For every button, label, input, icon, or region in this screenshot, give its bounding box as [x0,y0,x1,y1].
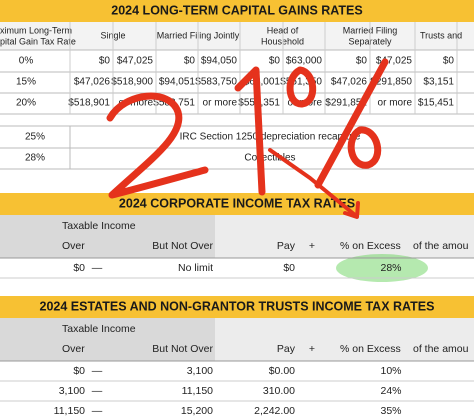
cell-text: $518,900 [111,77,153,88]
cell-text: $47,025 [376,56,413,67]
cell-text: — [92,262,103,274]
cell-text: $551,350 [280,77,322,88]
description: Collectibles [244,153,295,164]
cell-text: $47,026 [331,77,368,88]
cell-text: 3,100 [59,385,85,397]
column-header: pital Gain Tax Rate [0,36,76,46]
cell-text: $63,000 [286,56,323,67]
cell-text: $291,851 [325,98,367,109]
handwritten-two [106,92,209,199]
column-header: of the amou [413,343,469,355]
column-header: ximum Long-Term [0,25,72,35]
handwritten-percent [347,126,382,169]
rate: 10% [380,365,401,377]
content: 2024 LONG-TERM CAPITAL GAINS RATES ximum … [0,3,474,416]
cell-text: — [92,365,103,377]
section-title: 2024 CORPORATE INCOME TAX RATES [119,196,355,210]
arrow [343,201,360,219]
rate: 28% [380,262,401,274]
section-title: 2024 LONG-TERM CAPITAL GAINS RATES [111,3,362,17]
cell-text: — [92,385,103,397]
column-header: + [309,343,315,355]
handwritten-percent [314,58,389,189]
layout [0,0,474,361]
column-header: But Not Over [152,240,213,252]
cell-text: $0.00 [269,365,295,377]
cell-text: or more [119,98,154,109]
title-bar [0,193,474,215]
column-header: Pay [277,343,296,355]
cell-text: $0 [356,56,368,67]
rate: 35% [380,405,401,416]
cell-text: $94,051 [159,77,196,88]
cell-text: $0 [443,56,455,67]
header-block [0,215,215,258]
handwritten-one [234,66,266,196]
group-header: Taxable Income [62,323,136,335]
cell-text: 11,150 [182,385,213,397]
cell-text: $63,001 [244,77,281,88]
cell-text: $0 [184,56,196,67]
header-row [0,22,474,50]
header-block [0,318,215,361]
description: IRC Section 1250 depreciation recapture [180,132,361,143]
cell-text: 11,150 [54,405,85,416]
cell-text: $583,750 [195,77,237,88]
column-header: But Not Over [152,343,213,355]
cell-text: $47,026 [74,77,111,88]
cell-text: or more [378,98,413,109]
rate: 25% [25,132,45,143]
column-header: + [309,240,315,252]
rate: 0% [19,56,34,67]
title-bar [0,0,474,22]
column-header: Pay [277,240,296,252]
cell-text: No limit [178,262,213,274]
title-bar [0,296,474,318]
cell-text: or more [203,98,238,109]
arrow [268,148,357,217]
handwriting [106,58,389,219]
rate: 20% [16,98,36,109]
rate: 24% [380,385,401,397]
cell-text: 3,100 [187,365,213,377]
column-header: of the amou [413,240,469,252]
section-title: 2024 ESTATES AND NON-GRANTOR TRUSTS INCO… [40,299,435,313]
rate: 28% [25,153,45,164]
cell-text: $94,050 [201,56,238,67]
handwritten-percent [286,66,317,108]
cell-text: $518,901 [68,98,110,109]
cell-text: $15,451 [418,98,455,109]
cell-text: 2,242.00 [254,405,295,416]
highlight [336,254,428,282]
cell-text: 310.00 [263,385,295,397]
cell-text: $291,850 [370,77,412,88]
rate: 15% [16,77,36,88]
cell-text: 15,200 [181,405,213,416]
cell-text: $0 [283,262,295,274]
cell-text: $0 [99,56,111,67]
column-header: % on Excess [340,343,401,355]
column-header: Trusts and [420,30,462,40]
cell-text: $0 [269,56,281,67]
cell-text: $0 [73,365,85,377]
column-header: Over [62,240,85,252]
cell-text: $0 [73,262,85,274]
cell-text: $47,025 [117,56,154,67]
column-header: % on Excess [340,240,401,252]
column-header: Over [62,343,85,355]
cell-text: — [92,405,103,416]
group-header: Taxable Income [62,220,136,232]
cell-text: $3,151 [423,77,454,88]
